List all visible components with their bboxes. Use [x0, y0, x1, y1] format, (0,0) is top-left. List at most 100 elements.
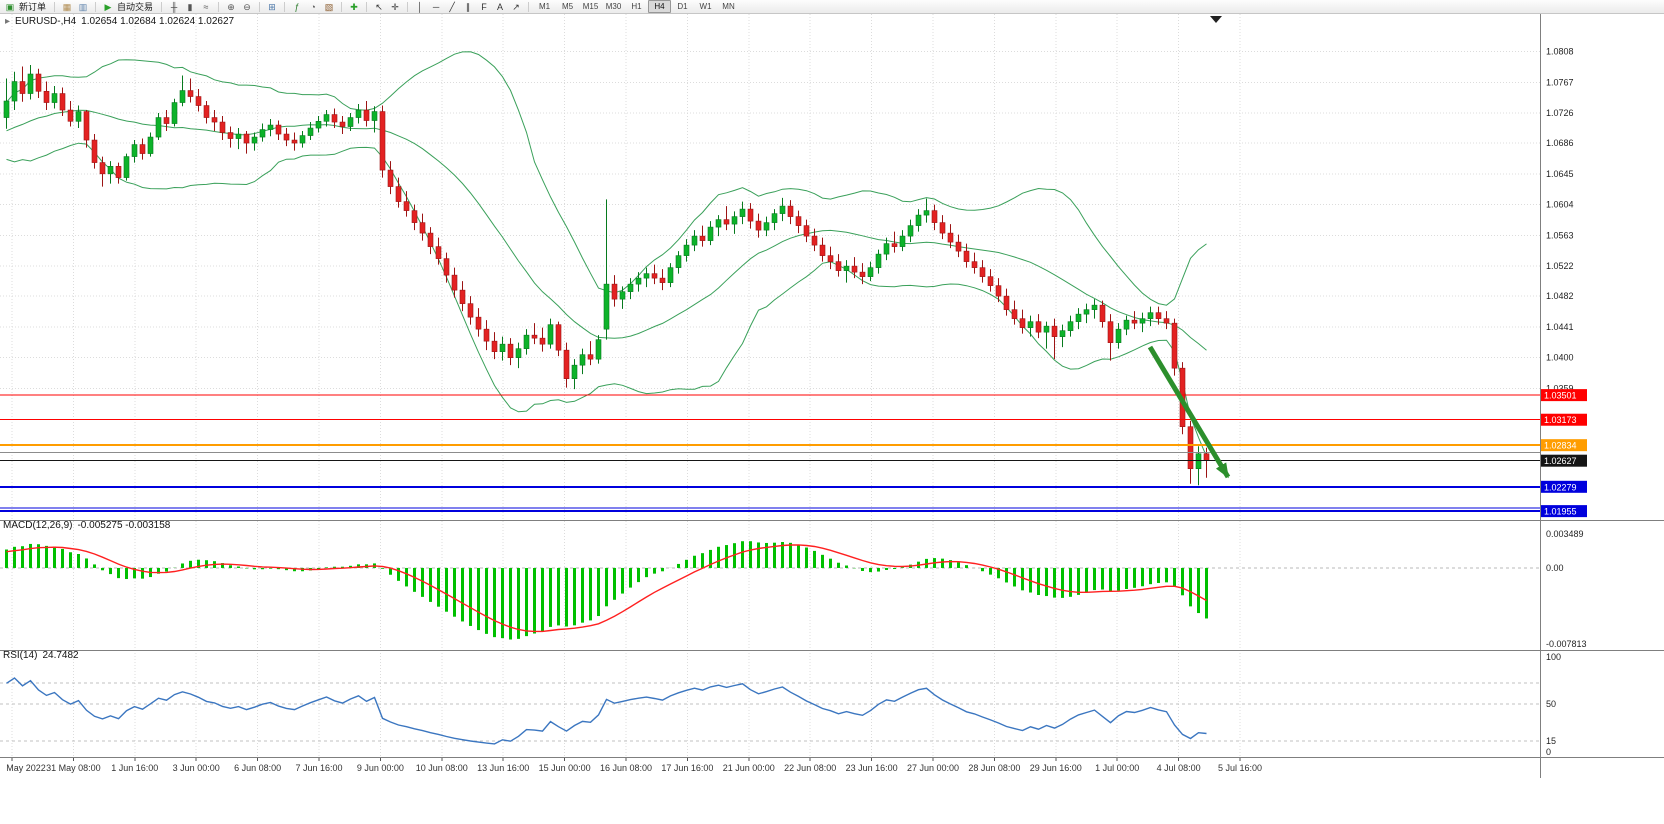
price-axis-label: 1.0726: [1546, 108, 1574, 118]
channel-icon[interactable]: ∥: [465, 1, 471, 12]
zoom-out-icon[interactable]: ⊖: [243, 1, 251, 12]
bar-chart-icon[interactable]: ╫: [170, 1, 178, 12]
price-axis-label: 1.0482: [1546, 291, 1574, 301]
price-axis-label: 1.0808: [1546, 47, 1574, 57]
timeframe-M30[interactable]: M30: [605, 2, 622, 11]
price-tag: [1541, 454, 1587, 467]
periods-icon[interactable]: ◔: [310, 1, 316, 12]
toolbar-separator: [284, 1, 286, 12]
x-axis-label: May 2022: [6, 763, 46, 773]
templates-icon[interactable]: ▧: [324, 1, 334, 12]
timeframe-H1[interactable]: H1: [631, 2, 642, 11]
indicators-icon[interactable]: ƒ: [294, 1, 300, 12]
toolbar-separator: [218, 1, 220, 12]
svg-text:1.02627: 1.02627: [1544, 456, 1577, 466]
svg-text:1.02279: 1.02279: [1544, 482, 1577, 492]
price-tag: [1541, 413, 1587, 426]
price-axis-label: 1.0522: [1546, 261, 1574, 271]
toolbar: ▣ 新订单 ▦ ▥ ▶ 自动交易 ╫ ▮ ≈ ⊕ ⊖ ⊞ ƒ ◔ ▧ ✚ ↖ ✛ │ ─ ╱ ∥ F A ↗ M1 M5 M15 M30…: [0, 0, 1664, 14]
price-axis-label: 1.0400: [1546, 353, 1574, 363]
candles-layer: [3, 65, 1210, 486]
price-tag: [1541, 505, 1587, 518]
x-axis-label: 28 Jun 08:00: [968, 763, 1020, 773]
macd-pane: [0, 541, 1540, 640]
price-axis-label: 1.0563: [1546, 230, 1574, 240]
timeframe-M1[interactable]: M1: [538, 2, 551, 11]
vertical-line-icon[interactable]: │: [417, 1, 423, 12]
zoom-in-icon[interactable]: ⊕: [227, 1, 235, 12]
x-axis-label: 23 Jun 16:00: [846, 763, 898, 773]
text-icon[interactable]: A: [497, 1, 504, 12]
rsi-axis-label: 100: [1546, 652, 1561, 662]
autotrading-label[interactable]: 自动交易: [117, 2, 154, 12]
x-axis-label: 31 May 08:00: [46, 763, 101, 773]
macd-signal-line: [6, 544, 1207, 633]
price-axis-label: 1.0686: [1546, 138, 1574, 148]
price-tag: [1541, 480, 1587, 493]
rsi-line: [6, 677, 1207, 745]
x-axis-label: 15 Jun 00:00: [539, 763, 591, 773]
toolbar-separator: [366, 1, 368, 12]
fibonacci-icon[interactable]: F: [481, 1, 487, 12]
price-axis-label: 1.0645: [1546, 169, 1574, 179]
price-tag: [1541, 439, 1587, 452]
timeframe-M5[interactable]: M5: [561, 2, 574, 11]
crosshair-icon[interactable]: ✛: [391, 1, 399, 12]
toolbar-separator: [95, 1, 97, 12]
macd-axis-label: 0.00: [1546, 563, 1564, 573]
grid-layer: [0, 14, 1540, 757]
x-axis-label: 27 Jun 00:00: [907, 763, 959, 773]
x-axis-label: 21 Jun 00:00: [723, 763, 775, 773]
add-indicator-icon[interactable]: ✚: [350, 1, 358, 12]
x-axis-label: 7 Jun 16:00: [295, 763, 342, 773]
tile-windows-icon[interactable]: ⊞: [268, 1, 276, 12]
date-axis[interactable]: May 2022 31 May 08:00 1 Jun 16:00 3 Jun 00:…: [6, 758, 1262, 773]
timeframe-H4[interactable]: H4: [648, 0, 672, 13]
x-axis-label: 13 Jun 16:00: [477, 763, 529, 773]
timeframe-D1[interactable]: D1: [677, 2, 688, 11]
svg-text:1.01955: 1.01955: [1544, 507, 1577, 517]
arrows-icon[interactable]: ↗: [512, 1, 520, 12]
new-order-label[interactable]: 新订单: [19, 2, 47, 12]
horizontal-line-icon[interactable]: ─: [432, 1, 440, 12]
svg-text:1.02834: 1.02834: [1544, 441, 1577, 451]
timeframe-M15[interactable]: M15: [582, 2, 599, 11]
line-chart-icon[interactable]: ≈: [203, 1, 209, 12]
pane-separators[interactable]: [0, 14, 1664, 778]
trend-arrow[interactable]: [1147, 345, 1231, 479]
svg-text:1.03173: 1.03173: [1544, 415, 1577, 425]
toolbar-separator: [54, 1, 56, 12]
toolbar-separator: [407, 1, 409, 12]
x-axis-label: 1 Jul 00:00: [1095, 763, 1139, 773]
timeframe-W1[interactable]: W1: [699, 2, 712, 11]
x-axis-label: 1 Jun 16:00: [111, 763, 158, 773]
toolbar-separator: [259, 1, 261, 12]
price-axis-label: 1.0359: [1546, 383, 1574, 393]
x-axis-label: 17 Jun 16:00: [661, 763, 713, 773]
main-pane: [3, 51, 1210, 486]
macd-axis-label: 0.003489: [1546, 529, 1584, 539]
timeframe-MN[interactable]: MN: [722, 2, 735, 11]
hline-objects[interactable]: [0, 394, 1540, 513]
price-axis-label: 1.0767: [1546, 77, 1574, 87]
price-axis-label: 1.0441: [1546, 322, 1574, 332]
x-axis-label: 9 Jun 00:00: [357, 763, 404, 773]
x-axis-label: 4 Jul 08:00: [1157, 763, 1201, 773]
toolbar-separator: [528, 1, 530, 12]
chart-shift-marker[interactable]: [1210, 16, 1222, 23]
new-order-icon[interactable]: ▣: [5, 1, 15, 12]
autotrading-icon[interactable]: ▶: [104, 1, 112, 12]
rsi-axis-label: 15: [1546, 736, 1556, 746]
trendline-icon[interactable]: ╱: [449, 1, 455, 12]
svg-text:1.03501: 1.03501: [1544, 391, 1577, 401]
candlestick-chart-icon[interactable]: ▮: [187, 1, 193, 12]
charts-grid-icon[interactable]: ▦: [62, 1, 72, 12]
price-tags: 1.03501 1.03173 1.02834 1.02627 1.02279 1.019…: [1541, 389, 1587, 518]
profiles-icon[interactable]: ▥: [78, 1, 88, 12]
cursor-icon[interactable]: ↖: [375, 1, 383, 12]
macd-axis-label: -0.007813: [1546, 639, 1587, 649]
price-axis[interactable]: 1.0808 1.0767 1.0726 1.0686 1.0645 1.0604 1.05…: [1546, 47, 1587, 757]
